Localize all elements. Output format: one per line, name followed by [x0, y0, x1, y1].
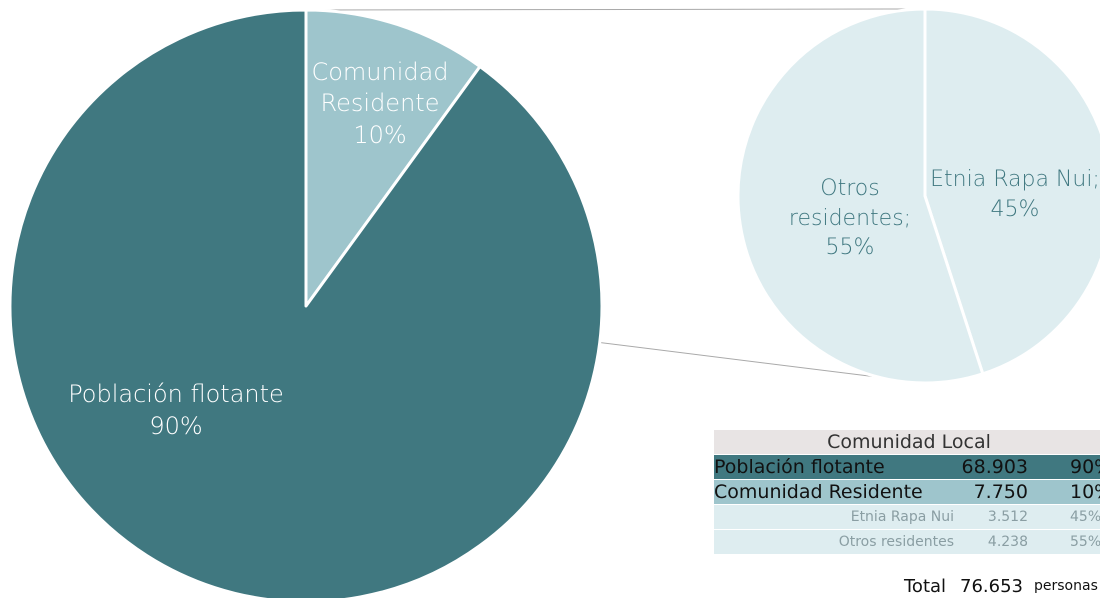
floating-slice-label: Población flotante [68, 380, 284, 408]
connector-top [305, 8, 926, 11]
row-value: 4.238 [987, 534, 1028, 550]
otros-slice-pct: 55% [826, 235, 875, 260]
rapa-nui-slice-pct: 45% [991, 197, 1040, 222]
total-unit: personas [1034, 578, 1098, 594]
rapa-nui-slice [923, 7, 1100, 376]
summary-table: Comunidad Local Población flotante 68.90… [714, 430, 1100, 555]
floating-slice-pct: 90% [149, 412, 202, 440]
row-pct: 45% [1070, 509, 1100, 525]
otros-slice-label-line2: residentes; [789, 206, 911, 231]
row-pct: 55% [1070, 534, 1100, 550]
otros-slice-label-line1: Otros [820, 176, 879, 201]
table-title: Comunidad Local [827, 431, 991, 453]
row-name: Otros residentes [838, 534, 954, 550]
table-row-otros: Otros residentes 4.238 55% [714, 530, 1100, 554]
row-value: 7.750 [973, 481, 1028, 503]
table-row-rapa-nui: Etnia Rapa Nui 3.512 45% [714, 505, 1100, 529]
row-value: 68.903 [961, 456, 1028, 478]
resident-slice-label-line2: Residente [321, 89, 440, 117]
row-pct: 90% [1070, 456, 1100, 478]
total-label: Total [904, 576, 947, 597]
sub-pie [736, 7, 1100, 385]
table-header: Comunidad Local [714, 430, 1100, 454]
otros-slice [736, 7, 985, 385]
row-pct: 10% [1070, 481, 1100, 503]
pie-labels: Comunidad Residente 10% Población flotan… [68, 58, 1100, 440]
row-name: Comunidad Residente [714, 481, 923, 503]
row-name: Etnia Rapa Nui [850, 509, 954, 525]
resident-slice-label-line1: Comunidad [311, 58, 448, 86]
resident-slice-pct: 10% [353, 121, 406, 149]
main-pie [8, 8, 604, 598]
row-name: Población flotante [714, 456, 885, 478]
total-row: Total 76.653 personas [714, 576, 1100, 600]
row-value: 3.512 [987, 509, 1028, 525]
table-row-resident: Comunidad Residente 7.750 10% [714, 480, 1100, 504]
floating-slice [8, 8, 604, 598]
total-value: 76.653 [960, 576, 1023, 597]
rapa-nui-slice-label: Etnia Rapa Nui; [930, 167, 1100, 192]
resident-slice [304, 8, 482, 308]
table-row-floating: Población flotante 68.903 90% [714, 455, 1100, 479]
